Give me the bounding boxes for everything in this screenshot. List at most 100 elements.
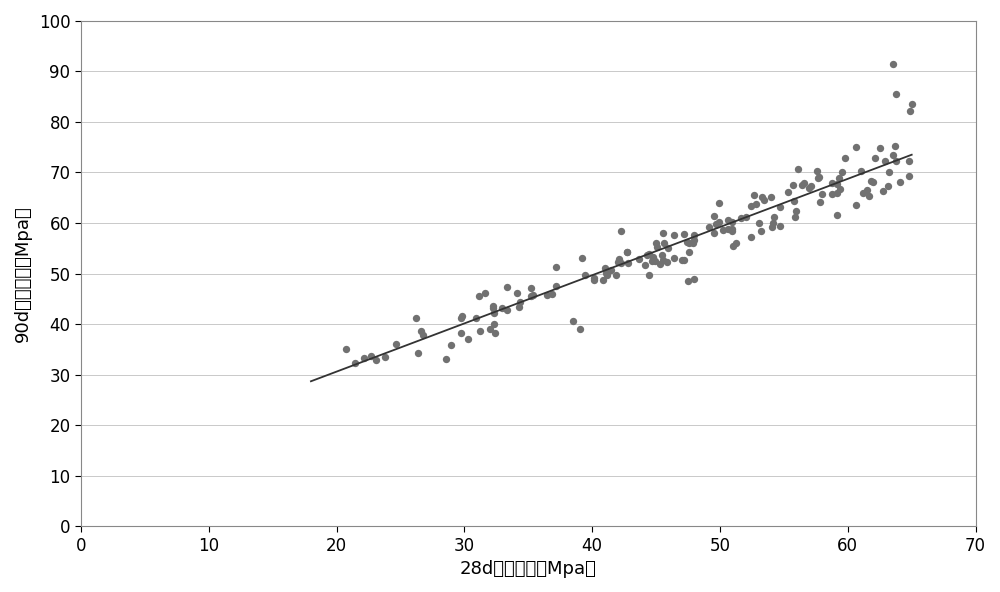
Point <box>610 258 626 267</box>
Point <box>794 180 810 189</box>
Point <box>748 200 764 209</box>
Point <box>772 202 788 211</box>
Point <box>539 290 555 300</box>
Point <box>867 153 883 163</box>
Point <box>788 207 804 216</box>
Point <box>509 288 525 298</box>
Point <box>368 355 384 365</box>
Point <box>487 329 503 338</box>
Point <box>686 230 702 240</box>
Point <box>548 281 564 291</box>
Point <box>685 238 701 247</box>
Point <box>681 238 697 247</box>
Point <box>595 275 611 284</box>
Point <box>338 344 354 353</box>
Point <box>619 247 635 256</box>
Point <box>880 181 896 191</box>
Point <box>829 179 845 189</box>
Point <box>785 180 801 189</box>
Point <box>887 141 903 150</box>
Point <box>660 243 676 253</box>
Point <box>613 226 629 236</box>
Point <box>599 270 615 279</box>
Point <box>831 173 847 182</box>
Point <box>865 177 881 186</box>
Point <box>810 173 826 183</box>
Point <box>656 238 672 247</box>
Point <box>824 178 840 188</box>
Point <box>790 165 806 174</box>
Point <box>574 253 590 263</box>
Point <box>608 271 624 280</box>
Point <box>659 257 675 266</box>
Point <box>764 223 780 232</box>
Point <box>724 226 740 236</box>
Point <box>548 262 564 272</box>
Point <box>644 256 660 266</box>
Point <box>443 340 459 349</box>
Point <box>654 250 670 260</box>
Point <box>888 156 904 166</box>
Point <box>597 263 613 273</box>
Point <box>814 189 830 199</box>
Point <box>715 225 731 234</box>
Point <box>765 218 781 228</box>
Point <box>743 201 759 210</box>
Point <box>603 265 619 275</box>
Point <box>388 340 404 349</box>
Point <box>724 224 740 234</box>
Point <box>680 276 696 286</box>
Point <box>679 237 695 247</box>
Point <box>641 249 657 259</box>
Y-axis label: 90d抗压强度（Mpa）: 90d抗压强度（Mpa） <box>14 205 32 342</box>
Point <box>676 255 692 265</box>
Point <box>888 89 904 99</box>
Point <box>666 253 682 263</box>
Point <box>544 289 560 298</box>
Point <box>724 218 740 227</box>
Point <box>832 184 848 194</box>
Point <box>356 353 372 362</box>
Point <box>711 218 727 227</box>
Point <box>377 352 393 362</box>
Point <box>472 326 488 336</box>
Point <box>751 218 767 227</box>
Point <box>499 282 515 291</box>
Point <box>848 143 864 152</box>
Point <box>666 231 682 240</box>
Point <box>631 255 647 264</box>
Point <box>772 221 788 231</box>
Point <box>901 156 917 166</box>
Point <box>902 106 918 115</box>
Point <box>485 303 501 313</box>
Point <box>611 255 627 264</box>
Point <box>711 198 727 208</box>
Point <box>753 226 769 235</box>
Point <box>586 275 602 285</box>
Point <box>701 222 717 231</box>
Point <box>637 260 653 270</box>
Point <box>829 188 845 198</box>
Point <box>523 284 539 293</box>
Point <box>674 255 690 265</box>
Point <box>686 274 702 284</box>
Point <box>686 235 702 244</box>
Point <box>763 192 779 201</box>
Point <box>848 200 864 210</box>
Point <box>512 297 528 307</box>
Point <box>438 354 454 363</box>
Point <box>408 314 424 323</box>
Point <box>453 313 469 323</box>
Point <box>725 242 741 251</box>
Point <box>787 212 803 221</box>
Point <box>681 247 697 256</box>
Point <box>708 220 724 229</box>
Point <box>743 232 759 242</box>
Point <box>904 99 920 109</box>
Point <box>720 215 736 224</box>
Point <box>892 178 908 187</box>
Point <box>809 166 825 176</box>
Point <box>647 256 663 265</box>
Point <box>738 212 754 221</box>
Point <box>786 196 802 205</box>
